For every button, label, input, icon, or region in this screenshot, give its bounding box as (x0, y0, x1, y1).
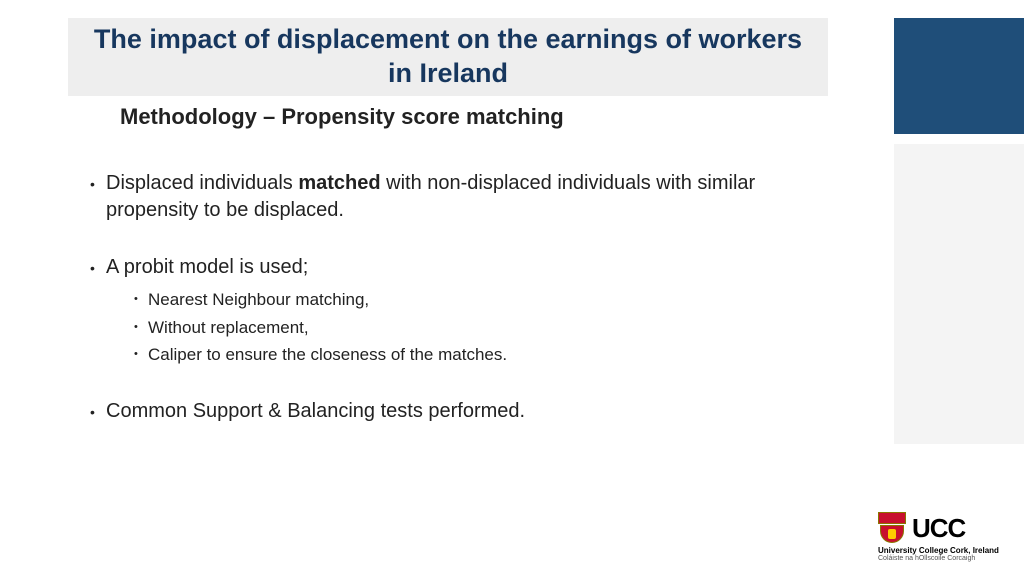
sub-bullet-item: Nearest Neighbour matching, (134, 287, 810, 313)
sidebar-dark-block (894, 18, 1024, 134)
logo-subtitle-2: Coláiste na hOllscoile Corcaigh (878, 555, 1008, 562)
bullet-text-bold: matched (298, 172, 380, 194)
slide-title: The impact of displacement on the earnin… (88, 23, 808, 91)
sub-bullet-list: Nearest Neighbour matching, Without repl… (134, 287, 810, 368)
bullet-item: Common Support & Balancing tests perform… (90, 398, 810, 425)
logo-acronym: UCC (912, 513, 965, 544)
slide-subtitle: Methodology – Propensity score matching (120, 104, 564, 130)
ucc-crest-icon (878, 512, 906, 544)
sidebar-light-block (894, 144, 1024, 444)
content-area: Displaced individuals matched with non-d… (90, 170, 810, 455)
sub-bullet-item: Caliper to ensure the closeness of the m… (134, 342, 810, 368)
bullet-item: A probit model is used; Nearest Neighbou… (90, 254, 810, 368)
bullet-text-pre: Displaced individuals (106, 172, 298, 194)
bullet-text-pre: A probit model is used; (106, 256, 308, 278)
sub-bullet-item: Without replacement, (134, 315, 810, 341)
bullet-item: Displaced individuals matched with non-d… (90, 170, 810, 224)
logo-subtitle-1: University College Cork, Ireland (878, 546, 1008, 555)
logo-top-row: UCC (878, 512, 1008, 544)
bullet-text-pre: Common Support & Balancing tests perform… (106, 400, 525, 422)
title-bar: The impact of displacement on the earnin… (68, 18, 828, 96)
ucc-logo: UCC University College Cork, Ireland Col… (878, 512, 1008, 562)
